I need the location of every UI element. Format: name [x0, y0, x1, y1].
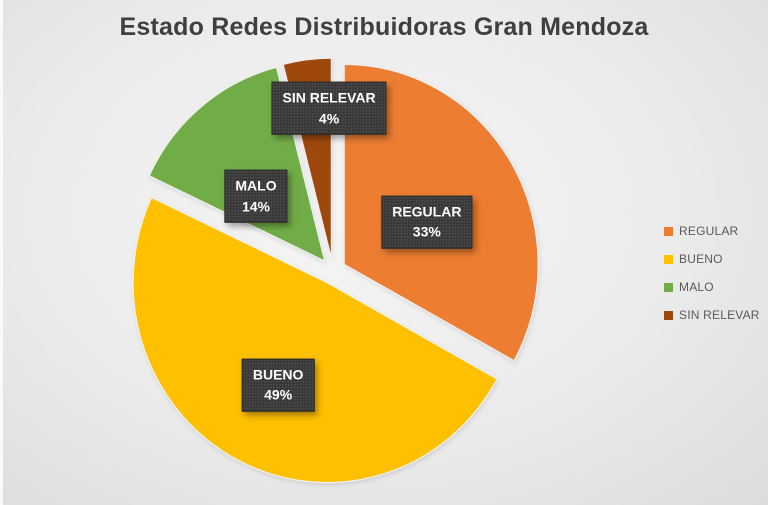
legend-swatch-bueno: [664, 254, 673, 264]
legend-item-bueno[interactable]: BUENO: [664, 250, 760, 268]
legend-swatch-malo: [664, 282, 673, 292]
chart-title: Estado Redes Distribuidoras Gran Mendoza: [119, 13, 649, 41]
pie-slice-bueno[interactable]: [132, 196, 498, 484]
data-label-category: MALO: [235, 177, 277, 194]
data-label-bueno: BUENO 49%: [241, 358, 315, 412]
data-label-value: 49%: [264, 386, 293, 403]
data-label-regular: REGULAR 33%: [381, 195, 473, 249]
legend: REGULAR BUENO MALO SIN RELEVAR: [664, 222, 760, 324]
legend-item-regular[interactable]: REGULAR: [664, 222, 760, 240]
data-label-category: SIN RELEVAR: [282, 89, 376, 106]
data-label-category: BUENO: [252, 366, 304, 383]
legend-item-label: REGULAR: [679, 224, 739, 238]
data-label-sin-relevar: SIN RELEVAR 4%: [271, 81, 387, 135]
legend-swatch-sin-relevar: [664, 310, 673, 320]
data-label-malo: MALO 14%: [224, 169, 288, 223]
legend-item-label: SIN RELEVAR: [679, 308, 760, 322]
data-label-value: 4%: [318, 110, 340, 127]
legend-item-label: MALO: [679, 280, 714, 294]
legend-item-sin-relevar[interactable]: SIN RELEVAR: [664, 306, 760, 324]
data-label-value: 33%: [412, 224, 441, 240]
legend-item-label: BUENO: [679, 252, 723, 266]
legend-swatch-regular: [664, 226, 673, 236]
legend-item-malo[interactable]: MALO: [664, 278, 760, 296]
left-edge-strip: [0, 0, 3, 505]
data-label-value: 14%: [241, 198, 270, 215]
data-label-category: REGULAR: [392, 203, 462, 220]
